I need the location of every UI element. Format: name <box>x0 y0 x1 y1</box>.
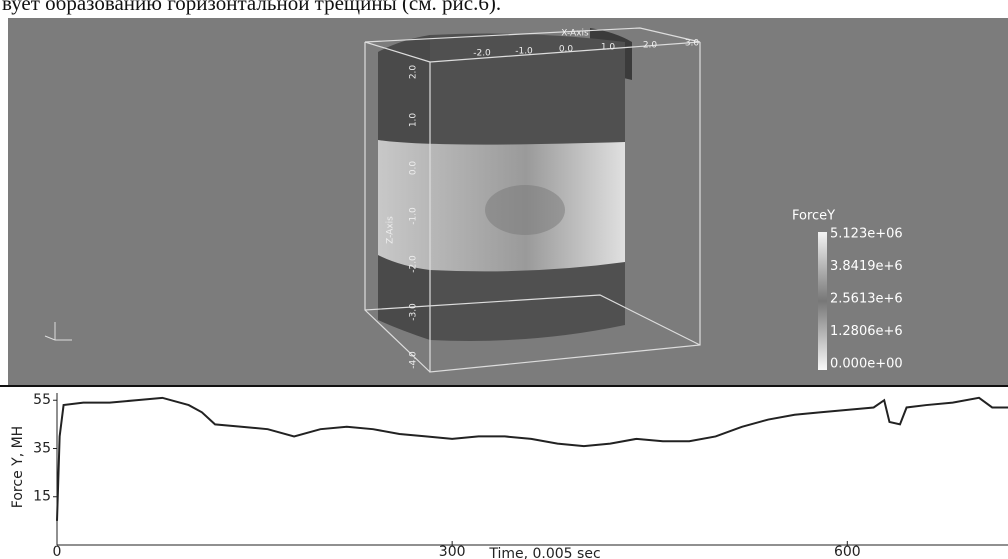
z-axis-label: -4.0 <box>409 351 419 369</box>
colorbar-label: 2.5613e+6 <box>830 292 903 307</box>
x-axis-label: 0.0 <box>559 45 574 55</box>
z-axis-label: 0.0 <box>409 161 419 176</box>
y-axis-title: Force Y, MH <box>10 426 26 508</box>
data-line <box>57 398 1008 521</box>
y-tick-label: 35 <box>33 440 51 456</box>
x-axis-label: 2.0 <box>643 41 658 51</box>
x-axis-label: 1.0 <box>601 43 616 53</box>
x-tick-label: 0 <box>53 544 62 559</box>
x-tick-label: 300 <box>439 544 466 559</box>
z-axis-label: 1.0 <box>409 113 419 128</box>
colorbar-label: 0.000e+00 <box>830 357 903 372</box>
z-axis-title: Z-Axis <box>386 216 396 244</box>
z-axis-label: -1.0 <box>409 207 419 225</box>
x-axis-label: -1.0 <box>515 47 533 57</box>
colorbar <box>818 232 827 370</box>
z-axis-label: -3.0 <box>409 303 419 321</box>
y-tick-label: 15 <box>33 489 51 505</box>
colorbar-label: 3.8419e+6 <box>830 259 903 274</box>
y-tick-label: 55 <box>33 392 51 408</box>
x-axis-title: Time, 0.005 sec <box>488 546 600 559</box>
x-axis-label: -2.0 <box>473 49 491 59</box>
colorbar-title: ForceY <box>792 209 835 224</box>
page: {"text_line": "вует образованию горизонт… <box>0 0 1008 559</box>
x-axis-label: 3.0 <box>685 39 700 49</box>
x-tick-label: 600 <box>834 544 861 559</box>
z-axis-label: -2.0 <box>409 255 419 273</box>
z-axis-label: 2.0 <box>409 65 419 80</box>
colorbar-label: 5.123e+06 <box>830 227 903 242</box>
colorbar-label: 1.2806e+6 <box>830 324 903 339</box>
figure: X-Axis Z-Axis -2.0 -1.0 0.0 1.0 2.0 3.0 2.0 1.0 0.… <box>0 0 1008 559</box>
x-axis-title: X-Axis <box>561 29 589 39</box>
